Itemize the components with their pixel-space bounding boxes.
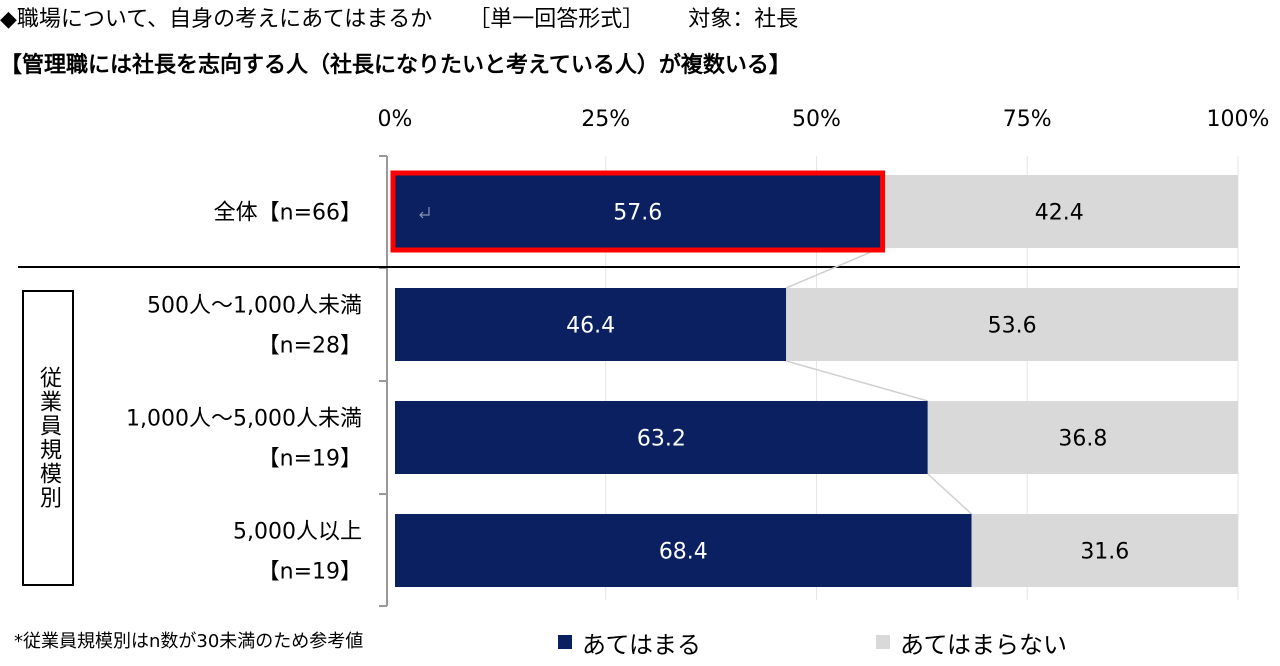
segment-group-box: 従業員規模別 bbox=[22, 290, 74, 586]
legend-swatch-not-applies bbox=[876, 635, 890, 649]
data-label: 31.6 bbox=[1080, 540, 1129, 565]
data-label: 53.6 bbox=[988, 314, 1037, 339]
bar-applies bbox=[395, 288, 787, 361]
target-audience: 対象：社長 bbox=[688, 7, 799, 32]
data-label: 36.8 bbox=[1058, 427, 1107, 452]
chart-subtitle: 【管理職には社長を志向する人（社長になりたいと考えている人）が複数いる】 bbox=[0, 53, 791, 78]
legend-label-applies: あてはまる bbox=[582, 630, 702, 659]
category-label: 1,000人～5,000人未満 bbox=[126, 407, 362, 432]
bar-not-applies bbox=[971, 514, 1238, 587]
question-heading: ◆職場について、自身の考えにあてはまるか ［単一回答形式］ 対象：社長 bbox=[0, 6, 798, 34]
category-label: 500人～1,000人未満 bbox=[147, 294, 362, 319]
bar-not-applies bbox=[880, 175, 1238, 248]
data-label: 46.4 bbox=[566, 314, 615, 339]
series-connector-line bbox=[785, 360, 928, 402]
legend-swatch-applies bbox=[558, 635, 572, 649]
category-label: 5,000人以上 bbox=[233, 520, 362, 545]
legend-label-not-applies: あてはまらない bbox=[900, 630, 1068, 659]
legend-item-applies: あてはまる bbox=[558, 626, 702, 659]
x-tick-label: 75% bbox=[1003, 107, 1052, 132]
x-tick-label: 50% bbox=[792, 107, 841, 132]
return-arrow-icon bbox=[419, 207, 430, 219]
legend-item-not-applies: あてはまらない bbox=[876, 626, 1068, 659]
series-connector-line bbox=[785, 247, 881, 289]
category-label: 全体【n=66】 bbox=[214, 201, 362, 226]
series-connector-line bbox=[927, 473, 973, 515]
x-tick-label: 100% bbox=[1207, 107, 1270, 132]
highlight-frame bbox=[390, 170, 886, 253]
bar-not-applies bbox=[927, 401, 1238, 474]
category-label: 【n=19】 bbox=[258, 560, 362, 585]
x-tick-label: 0% bbox=[378, 107, 413, 132]
data-label: 63.2 bbox=[637, 427, 686, 452]
category-label: 【n=19】 bbox=[258, 447, 362, 472]
category-label: 【n=28】 bbox=[258, 334, 362, 359]
answer-format: ［単一回答形式］ bbox=[468, 7, 645, 32]
data-label: 57.6 bbox=[613, 201, 662, 226]
segment-group-label: 従業員規模別 bbox=[36, 366, 61, 510]
data-label: 68.4 bbox=[659, 540, 708, 565]
data-label: 42.4 bbox=[1035, 201, 1084, 226]
bar-not-applies bbox=[786, 288, 1238, 361]
bar-applies bbox=[395, 514, 972, 587]
question-text: ◆職場について、自身の考えにあてはまるか bbox=[0, 7, 433, 32]
footnote: *従業員規模別はn数が30未満のため参考値 bbox=[14, 631, 364, 652]
bar-applies bbox=[395, 401, 928, 474]
bar-applies bbox=[395, 175, 881, 248]
x-tick-label: 25% bbox=[581, 107, 630, 132]
